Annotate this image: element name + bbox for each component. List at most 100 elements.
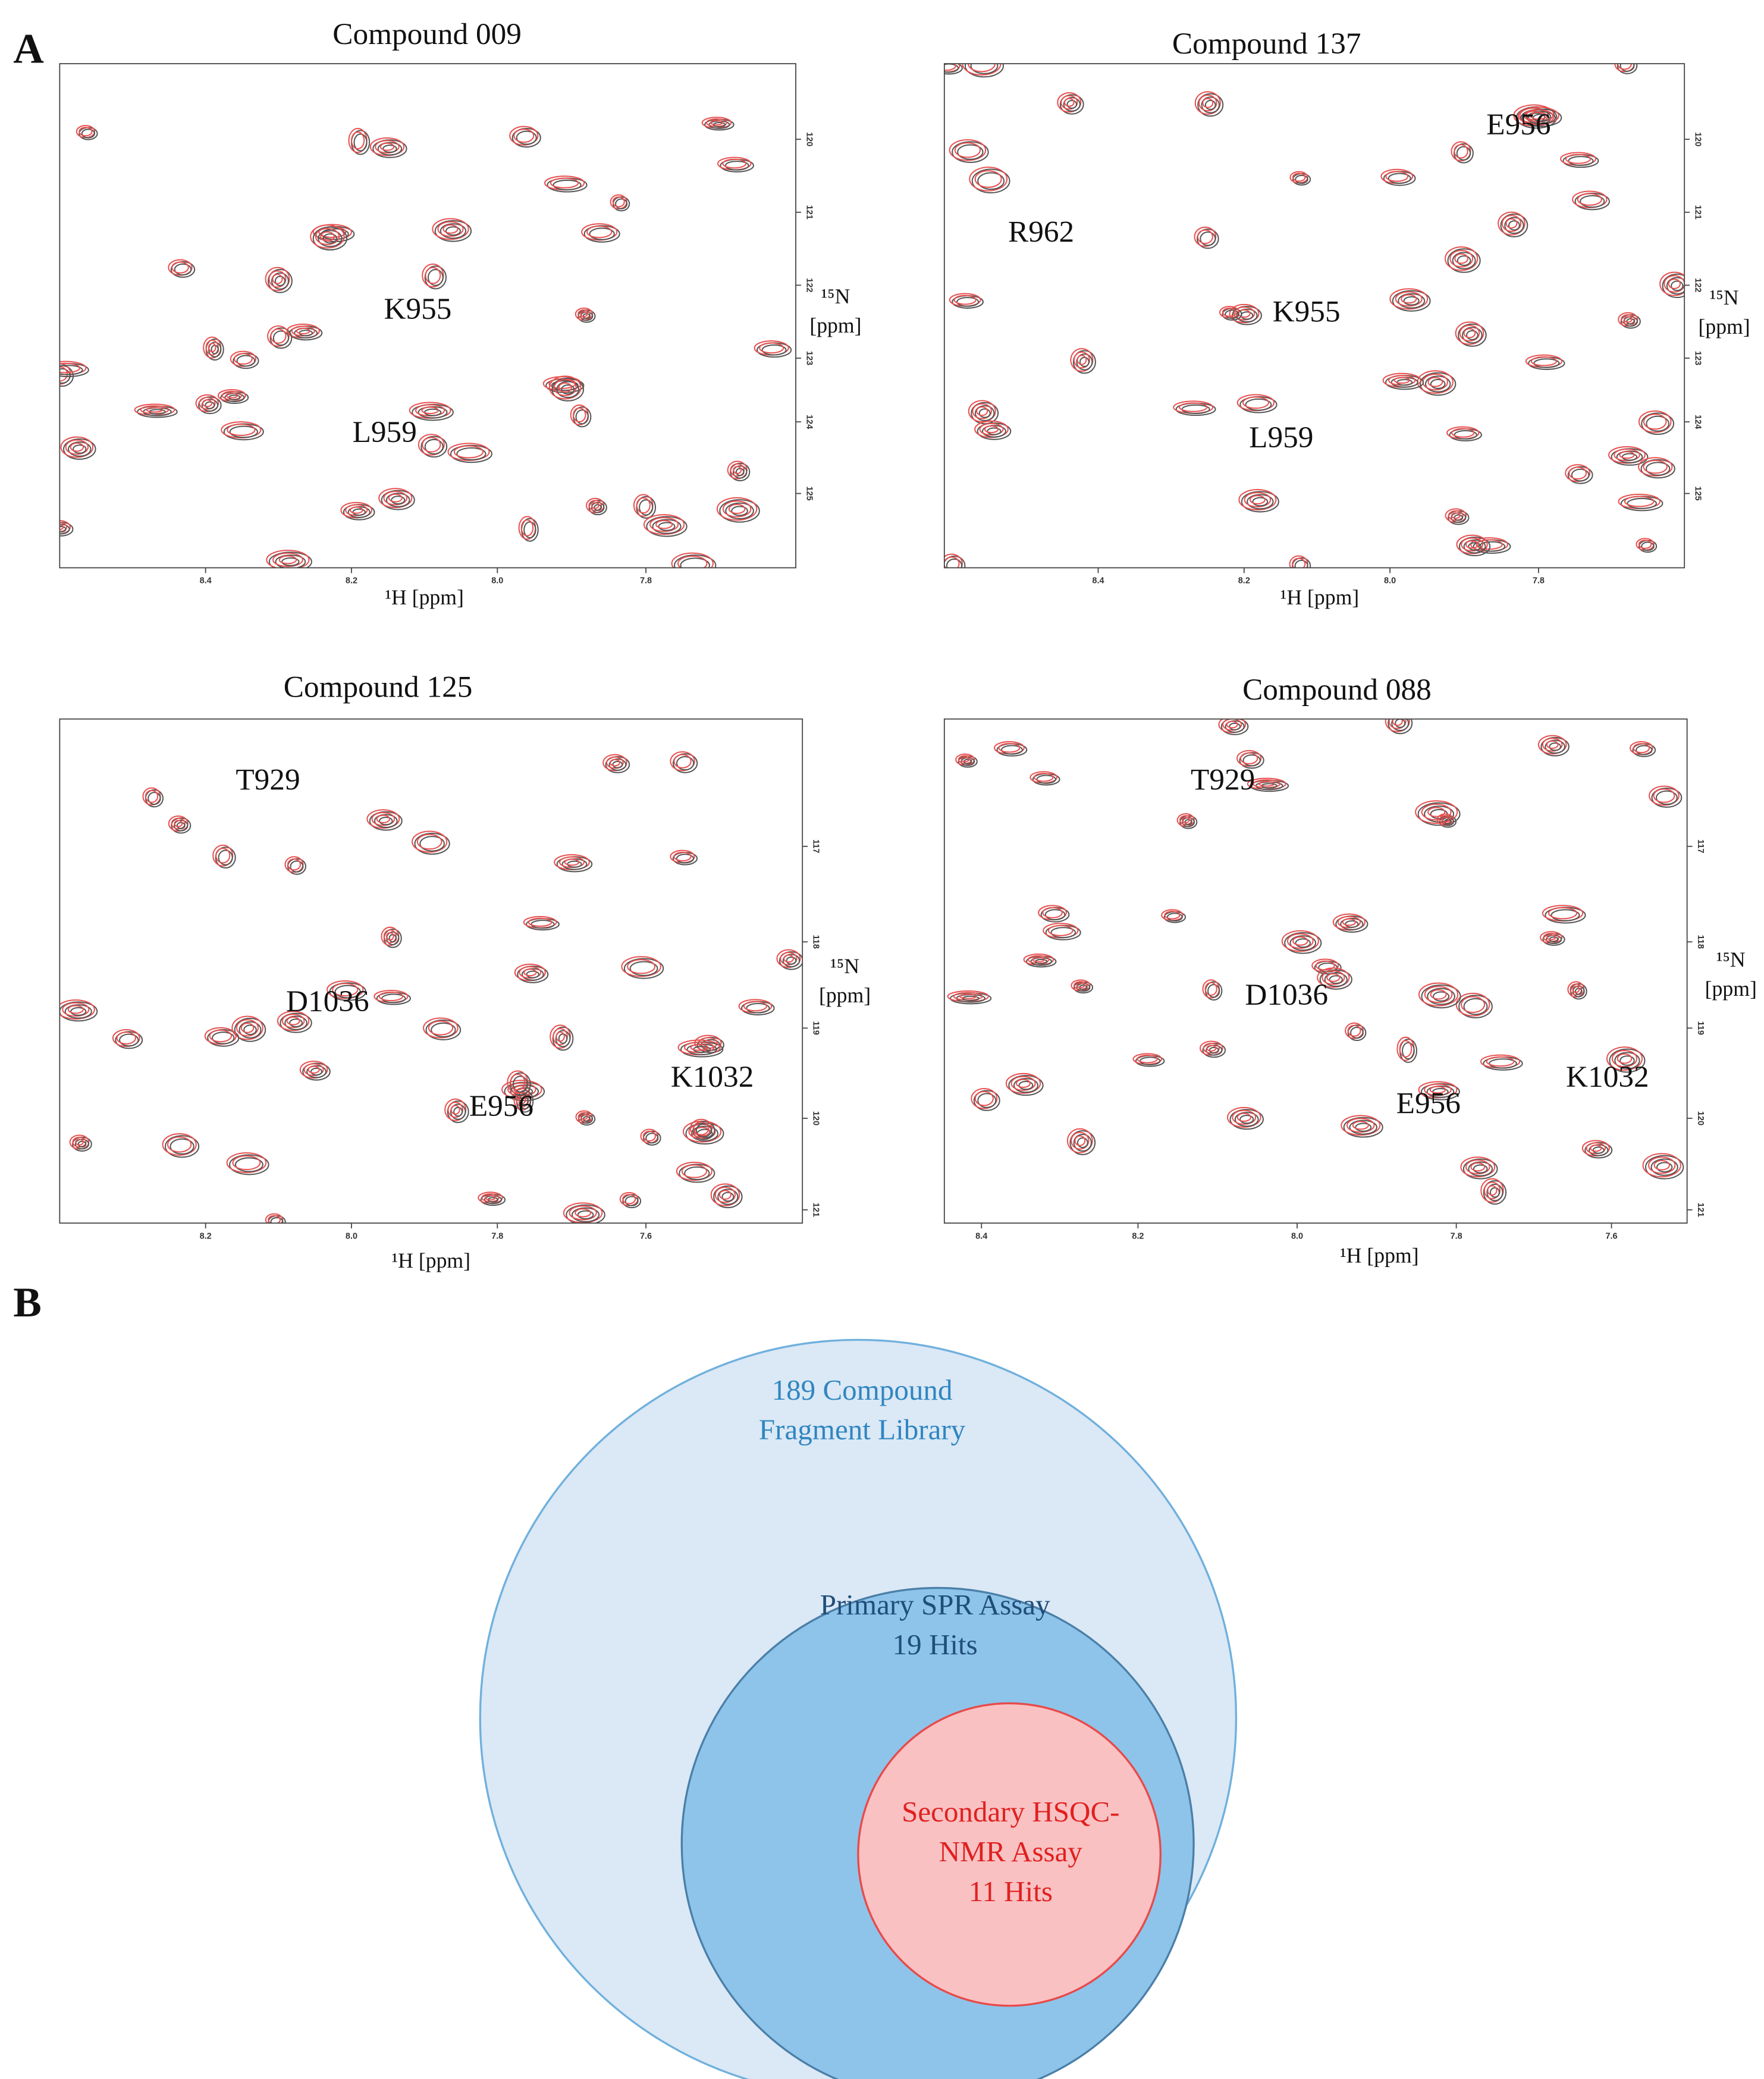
contour-black: [1424, 805, 1455, 823]
y-tick-label: 122: [805, 278, 814, 292]
contour-red: [976, 406, 988, 416]
contour-black: [201, 399, 219, 412]
contour-red: [1222, 719, 1242, 731]
contour-red: [716, 497, 758, 521]
y-tick-label: 123: [805, 351, 814, 365]
contour-red: [1073, 351, 1090, 369]
contour-red: [453, 445, 484, 459]
contour-black: [1424, 375, 1451, 393]
y-axis-label: ¹⁵N: [821, 284, 850, 308]
contour-black: [176, 821, 186, 829]
contour-red: [558, 382, 572, 393]
contour-black: [170, 1138, 194, 1155]
contour-black: [580, 1114, 594, 1124]
contour-black: [1468, 542, 1481, 551]
contour-red: [1586, 1142, 1606, 1155]
contour-red: [1649, 785, 1680, 806]
contour-black: [272, 330, 289, 346]
contour-black: [1066, 99, 1078, 109]
contour-red: [520, 519, 534, 537]
contour-red: [1047, 924, 1074, 936]
contour-red: [1429, 1086, 1446, 1094]
contour-black: [1234, 1112, 1259, 1127]
contour-red: [485, 1194, 496, 1201]
contour-black: [1458, 323, 1487, 347]
contour-red: [371, 812, 396, 826]
contour-black: [987, 427, 1002, 435]
contour-black: [1229, 722, 1241, 730]
contour-red: [412, 830, 448, 853]
contour-black: [1617, 64, 1638, 74]
contour-black: [553, 179, 582, 191]
contour-red: [979, 423, 1004, 436]
contour-black: [1641, 412, 1675, 435]
contour-red: [349, 506, 363, 514]
contour-black: [1050, 927, 1076, 939]
contour-black: [1458, 537, 1491, 557]
contour-black: [453, 1106, 463, 1117]
contour-black: [1463, 998, 1488, 1015]
contour-black: [275, 554, 306, 568]
contour-black: [566, 1204, 605, 1224]
contour-red: [974, 170, 1002, 188]
contour-black: [1242, 754, 1261, 767]
contour-black: [623, 958, 664, 979]
contour-black: [229, 1154, 269, 1175]
contour-black: [385, 493, 410, 507]
contour-red: [1236, 1112, 1251, 1122]
contour-red: [1653, 1160, 1670, 1171]
contour-red: [59, 362, 81, 374]
contour-black: [306, 1065, 327, 1078]
contour-red: [549, 375, 582, 400]
contour-red: [1648, 1156, 1676, 1174]
contour-black: [1417, 802, 1461, 826]
contour-red: [62, 1002, 90, 1017]
contour-red: [1337, 915, 1361, 929]
contour-red: [1352, 1121, 1369, 1130]
contour-red: [277, 1011, 310, 1031]
contour-red: [690, 1043, 708, 1051]
residue-label: T929: [1191, 763, 1255, 797]
contour-black: [1388, 719, 1413, 735]
contour-red: [714, 1186, 736, 1203]
contour-black: [721, 1191, 735, 1202]
contour-red: [1486, 1056, 1515, 1067]
x-tick-label: 8.2: [200, 1231, 212, 1241]
y-tick-label: 120: [805, 132, 814, 146]
contour-black: [1079, 356, 1090, 368]
x-tick-label: 7.8: [1451, 1231, 1462, 1241]
contour-black: [735, 468, 745, 476]
contour-black: [1013, 1078, 1038, 1093]
contour-red: [369, 137, 405, 156]
contour-black: [171, 817, 192, 834]
contour-black: [719, 499, 760, 523]
contour-black: [1520, 108, 1562, 127]
contour-red: [622, 1194, 636, 1205]
contour-red: [636, 497, 651, 514]
y-axis-label: [ppm]: [1705, 977, 1757, 1001]
contour-black: [786, 956, 797, 965]
contour-black: [1295, 938, 1311, 948]
contour-red: [569, 1205, 597, 1221]
contour-black: [1568, 156, 1594, 166]
contour-red: [1415, 800, 1458, 824]
y-tick-label: 120: [811, 1111, 821, 1125]
contour-black: [1245, 398, 1272, 411]
contour-red: [232, 1155, 261, 1171]
contour-black: [1402, 1042, 1415, 1060]
contour-black: [1454, 429, 1477, 440]
contour-red: [1424, 986, 1453, 1004]
contour-black: [1616, 450, 1643, 463]
y-axis-label: [ppm]: [809, 313, 861, 337]
contour-red: [1194, 226, 1217, 247]
contour-black: [1329, 975, 1343, 984]
contour-black: [236, 355, 256, 367]
contour-red: [1624, 496, 1655, 507]
x-axis-label: ¹H [ppm]: [1340, 1243, 1419, 1267]
contour-black: [1225, 309, 1239, 319]
circle-label: Secondary HSQC-: [902, 1795, 1119, 1828]
contour-black: [639, 499, 654, 516]
contour-black: [978, 408, 991, 418]
y-axis-label: [ppm]: [1699, 315, 1750, 338]
contour-red: [1341, 1115, 1381, 1136]
